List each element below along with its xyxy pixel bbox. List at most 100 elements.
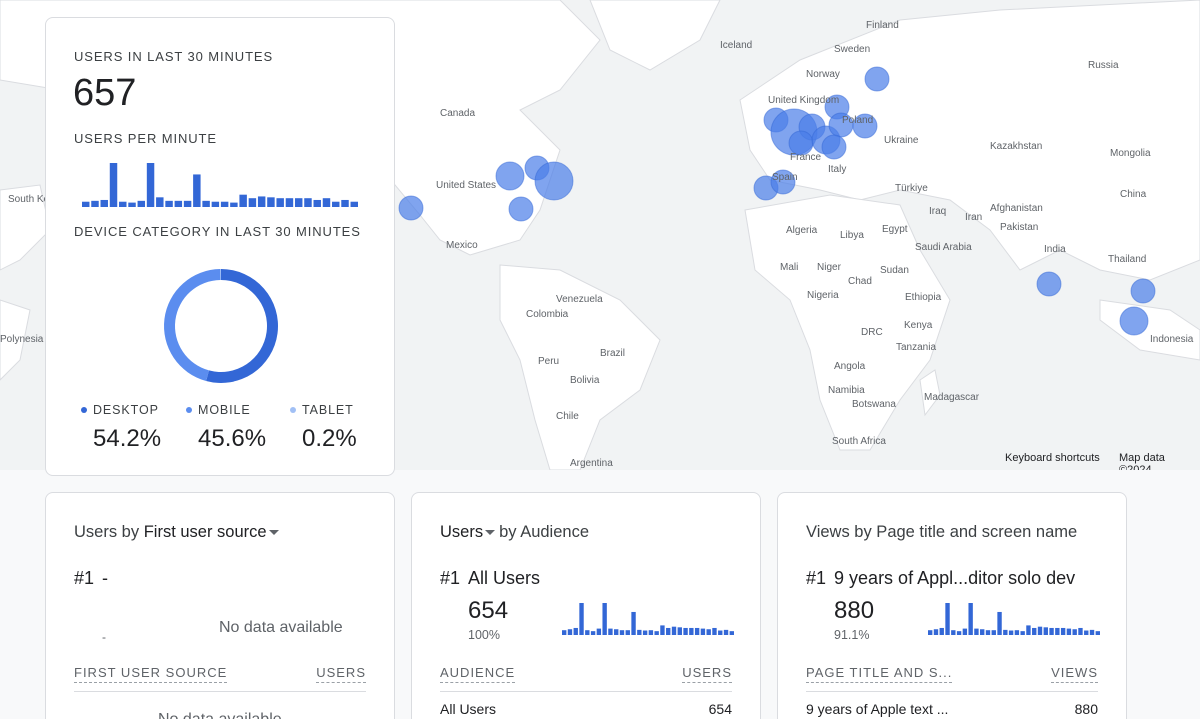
minute-bar[interactable] [951, 630, 956, 635]
minute-bar[interactable] [1072, 629, 1077, 635]
map-attribution[interactable]: Map data ©2024 [1119, 452, 1165, 470]
minute-bar[interactable] [202, 200, 210, 207]
minute-bar[interactable] [220, 201, 229, 207]
minute-bar[interactable] [1049, 627, 1054, 635]
table-row[interactable]: All Users 654 [440, 701, 732, 717]
minute-bar[interactable] [980, 629, 985, 635]
minute-bar[interactable] [137, 200, 146, 207]
user-location-bubble[interactable] [398, 195, 424, 221]
views-sparkline-chart[interactable] [928, 603, 1100, 635]
minute-bar[interactable] [350, 201, 358, 207]
minute-bar[interactable] [1089, 629, 1095, 635]
minute-bar[interactable] [119, 201, 127, 207]
col-users[interactable]: USERS [682, 665, 732, 683]
minute-bar[interactable] [304, 198, 312, 207]
minute-bar[interactable] [1078, 627, 1083, 635]
minute-bar[interactable] [579, 603, 584, 635]
minute-bar[interactable] [631, 611, 636, 635]
user-location-bubble[interactable] [852, 113, 878, 139]
minute-bar[interactable] [257, 196, 266, 207]
minute-bar[interactable] [945, 603, 950, 635]
minute-bar[interactable] [82, 201, 90, 207]
minute-bar[interactable] [637, 629, 642, 635]
device-donut-chart[interactable] [156, 261, 286, 391]
minute-bar[interactable] [648, 630, 654, 635]
minute-bar[interactable] [276, 198, 284, 207]
minute-bar[interactable] [654, 631, 659, 635]
minute-bar[interactable] [718, 630, 723, 635]
user-location-bubble[interactable] [534, 161, 574, 201]
minute-bar[interactable] [729, 631, 734, 635]
donut-slice-tablet[interactable] [220, 269, 221, 281]
minute-bar[interactable] [694, 627, 700, 635]
minute-bar[interactable] [183, 200, 192, 207]
minute-bar[interactable] [1003, 629, 1008, 635]
minute-bar[interactable] [590, 631, 596, 635]
minute-bar[interactable] [700, 628, 706, 635]
minute-bar[interactable] [608, 628, 613, 635]
minute-bar[interactable] [239, 194, 247, 207]
minute-bar[interactable] [689, 627, 694, 635]
user-location-bubble[interactable] [864, 66, 890, 92]
user-location-bubble[interactable] [495, 161, 525, 191]
minute-bar[interactable] [677, 627, 682, 635]
minute-bar[interactable] [573, 627, 578, 635]
minute-bar[interactable] [585, 630, 590, 635]
minute-bar[interactable] [1095, 631, 1100, 635]
minute-bar[interactable] [146, 163, 155, 207]
donut-slice-mobile[interactable] [163, 269, 221, 382]
minute-bar[interactable] [596, 628, 602, 635]
user-location-bubble[interactable] [1130, 278, 1156, 304]
user-location-bubble[interactable] [1036, 271, 1062, 297]
minute-bar[interactable] [341, 199, 349, 207]
minute-bar[interactable] [933, 629, 939, 635]
col-views[interactable]: VIEWS [1051, 665, 1098, 683]
col-page-title[interactable]: PAGE TITLE AND S... [806, 665, 953, 683]
donut-slice-desktop[interactable] [206, 269, 278, 383]
minute-bar[interactable] [174, 200, 183, 207]
minute-bar[interactable] [956, 631, 962, 635]
audience-sparkline-chart[interactable] [562, 603, 734, 635]
dimension-selector[interactable]: First user source [143, 523, 267, 541]
minute-bar[interactable] [1037, 626, 1043, 635]
minute-bar[interactable] [193, 174, 201, 207]
minute-bar[interactable] [1055, 627, 1060, 635]
minute-bar[interactable] [100, 199, 108, 207]
minute-bar[interactable] [974, 628, 979, 635]
user-location-bubble[interactable] [1119, 306, 1149, 336]
minute-bar[interactable] [109, 163, 118, 207]
minute-bar[interactable] [128, 202, 136, 207]
minute-bar[interactable] [294, 198, 303, 207]
minute-bar[interactable] [1026, 625, 1031, 635]
minute-bar[interactable] [1020, 631, 1025, 635]
minute-bar[interactable] [1032, 627, 1037, 635]
minute-bar[interactable] [939, 627, 944, 635]
users-per-minute-chart[interactable] [82, 163, 358, 211]
col-users[interactable]: USERS [316, 665, 366, 683]
minute-bar[interactable] [683, 627, 688, 635]
minute-bar[interactable] [666, 627, 671, 635]
user-location-bubble[interactable] [770, 169, 796, 195]
minute-bar[interactable] [332, 201, 340, 207]
minute-bar[interactable] [968, 603, 973, 635]
minute-bar[interactable] [285, 198, 294, 207]
minute-bar[interactable] [619, 630, 625, 635]
minute-bar[interactable] [248, 198, 257, 207]
user-location-bubble[interactable] [508, 196, 534, 222]
minute-bar[interactable] [322, 198, 331, 207]
minute-bar[interactable] [230, 202, 238, 207]
minute-bar[interactable] [313, 199, 321, 207]
col-first-user-source[interactable]: FIRST USER SOURCE [74, 665, 228, 683]
minute-bar[interactable] [997, 611, 1002, 635]
minute-bar[interactable] [991, 630, 996, 635]
minute-bar[interactable] [723, 629, 729, 635]
minute-bar[interactable] [1008, 630, 1014, 635]
chevron-down-icon[interactable] [268, 530, 279, 535]
minute-bar[interactable] [706, 629, 711, 635]
minute-bar[interactable] [156, 197, 164, 207]
minute-bar[interactable] [267, 197, 275, 207]
minute-bar[interactable] [625, 630, 630, 635]
minute-bar[interactable] [1084, 630, 1089, 635]
minute-bar[interactable] [1043, 627, 1048, 635]
minute-bar[interactable] [985, 630, 991, 635]
